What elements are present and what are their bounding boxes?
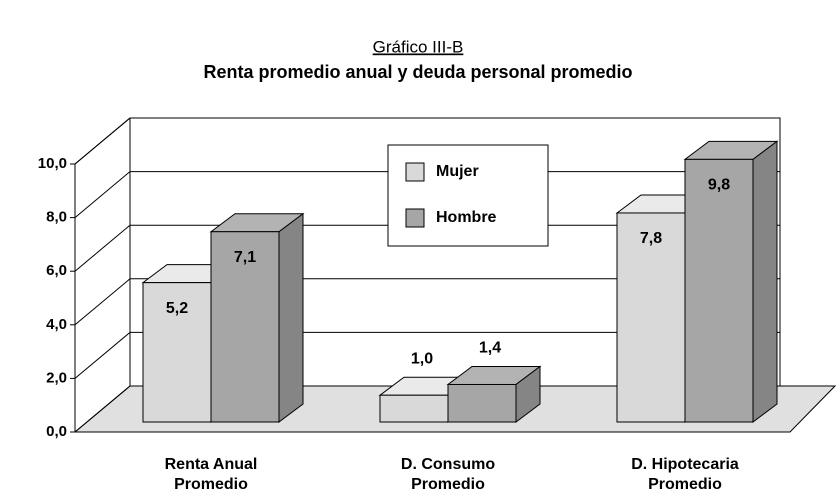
grid-line <box>74 171 131 218</box>
grid-line <box>74 385 131 433</box>
grid-line <box>74 117 131 165</box>
bar <box>616 212 686 423</box>
bar-side <box>278 212 304 423</box>
bar <box>447 383 517 423</box>
grid-line <box>74 332 131 379</box>
grid-line <box>74 224 131 272</box>
y-tick-label: 2,0 <box>46 369 67 386</box>
y-tick-label: 10,0 <box>38 155 67 172</box>
x-tick-label: Promedio <box>648 476 722 493</box>
x-tick-label: D. Consumo <box>401 456 495 473</box>
bar-side <box>752 140 778 423</box>
chart-subtitle: Renta promedio anual y deuda personal pr… <box>203 62 632 82</box>
legend-label: Hombre <box>436 209 497 226</box>
x-tick-label: D. Hipotecaria <box>631 456 739 473</box>
y-tick-label: 6,0 <box>46 262 67 279</box>
grid-line <box>74 278 131 326</box>
legend-swatch <box>405 162 425 182</box>
x-tick-label: Renta Anual <box>165 456 258 473</box>
bar <box>684 158 754 423</box>
x-tick-label: Promedio <box>411 476 485 493</box>
x-tick-label: Promedio <box>174 476 248 493</box>
y-tick-label: 0,0 <box>46 423 67 440</box>
data-label: 1,0 <box>411 350 433 367</box>
data-label: 9,8 <box>708 177 730 194</box>
chart-title: Gráfico III-B <box>373 37 464 56</box>
legend-box <box>387 144 549 247</box>
data-label: 1,4 <box>479 340 501 357</box>
y-tick-label: 8,0 <box>46 209 67 226</box>
data-label: 7,1 <box>234 249 256 266</box>
legend-swatch <box>405 208 425 228</box>
bar <box>210 231 280 423</box>
data-label: 5,2 <box>166 300 188 317</box>
legend-label: Mujer <box>436 163 479 180</box>
bar <box>142 282 212 423</box>
y-tick-label: 4,0 <box>46 316 67 333</box>
bar <box>379 394 449 423</box>
data-label: 7,8 <box>640 230 662 247</box>
